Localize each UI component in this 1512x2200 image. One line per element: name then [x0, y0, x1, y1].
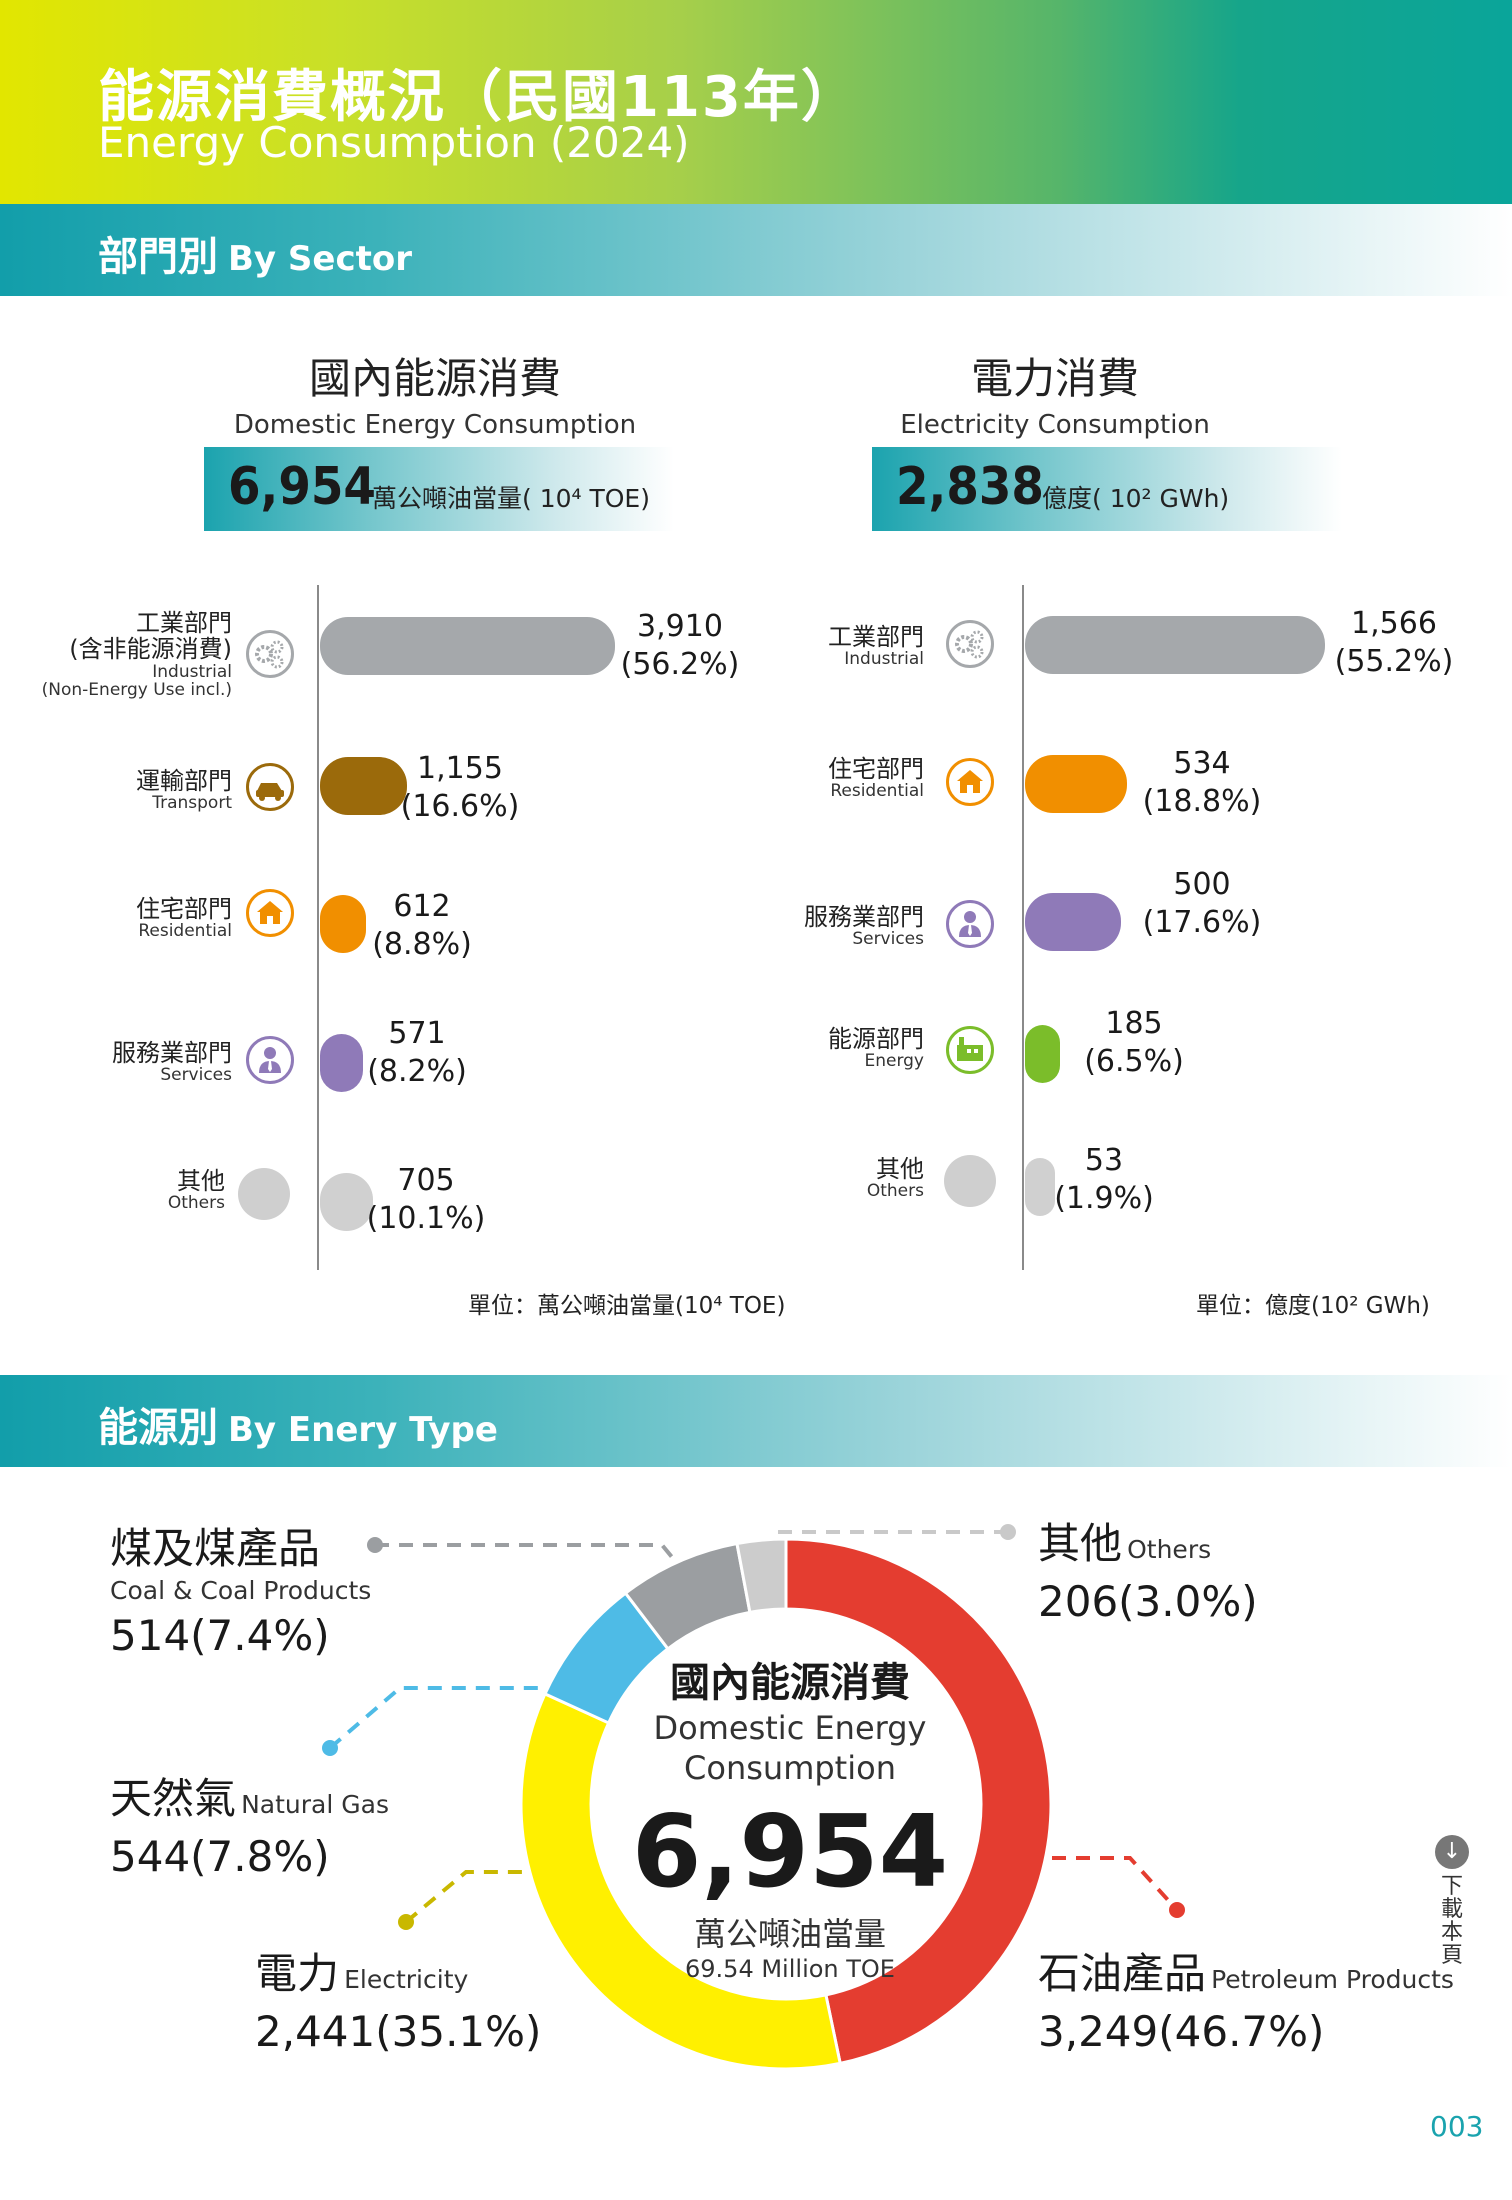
coal-leader [375, 1543, 678, 1564]
electricity-unit-note: 單位：億度(10² GWh) [1196, 1293, 1430, 1319]
car-icon [246, 763, 294, 811]
download-page-button[interactable]: ↓ 下載本頁 [1430, 1835, 1474, 1967]
domestic-unit-note: 單位：萬公噸油當量(10⁴ TOE) [468, 1293, 786, 1319]
domestic-value-others: 705 (10.1%) [366, 1163, 486, 1236]
section-header-sector: 部門別 By Sector [0, 204, 1512, 296]
electricity-title-block: 電力消費 Electricity Consumption [885, 345, 1225, 440]
house-icon [946, 758, 994, 806]
gears-icon [946, 620, 994, 668]
domestic-label-others: 其他 Others [167, 1167, 225, 1214]
electricity-bar-others [1025, 1158, 1055, 1216]
domestic-total-unit: 萬公噸油當量( 10⁴ TOE) [372, 484, 650, 513]
house-icon [246, 889, 294, 937]
domestic-total: 6,954 [228, 457, 376, 517]
domestic-bar-transport [320, 757, 408, 815]
domestic-bar-industrial [320, 617, 615, 675]
domestic-title: 國內能源消費 [308, 354, 561, 403]
electricity-value-industrial: 1,566 (55.2%) [1334, 606, 1454, 679]
electricity-label-services: 服務業部門 Services [804, 903, 924, 950]
label-coal: 煤及煤產品 Coal & Coal Products 514(7.4%) [110, 1524, 372, 1660]
domestic-total-box: 6,954 萬公噸油當量( 10⁴ TOE) [204, 447, 674, 531]
domestic-label-transport: 運輸部門 Transport [136, 767, 232, 814]
domestic-value-services: 571 (8.2%) [367, 1016, 467, 1089]
electricity-total-unit: 億度( 10² GWh) [1042, 484, 1230, 513]
label-others: 其他 Others 206(3.0%) [1038, 1519, 1258, 1626]
section-header-energy-type: 能源別 By Enery Type [0, 1375, 1512, 1467]
page-subtitle: Energy Consumption (2024) [98, 118, 690, 167]
electricity-bar-residential [1025, 755, 1128, 813]
section-title-en: By Enery Type [228, 1410, 498, 1450]
others-slice [735, 1537, 788, 1615]
label-petroleum: 石油產品 Petroleum Products 3,249(46.7%) [1038, 1949, 1454, 2056]
electricity-bar-energy [1025, 1025, 1061, 1083]
electricity-total: 2,838 [896, 457, 1044, 517]
person-icon [946, 900, 994, 948]
electricity-slice [519, 1691, 842, 2071]
electricity-label-residential: 住宅部門 Residential [828, 755, 924, 802]
gears-icon [246, 630, 294, 678]
energy-type-donut [322, 1524, 1185, 2071]
petroleum-leader [1052, 1856, 1179, 1912]
electricity-bar-services [1025, 893, 1121, 951]
electricity-title: 電力消費 [970, 354, 1139, 403]
factory-icon [946, 1026, 994, 1074]
domestic-label-services: 服務業部門 Services [112, 1039, 232, 1086]
page-number: 003 [1430, 2110, 1484, 2143]
electricity-dot [398, 1914, 414, 1930]
gas-dot [322, 1740, 338, 1756]
electricity-value-residential: 534 (18.8%) [1142, 746, 1262, 819]
domestic-subtitle: Domestic Energy Consumption [233, 410, 637, 440]
electricity-label-others: 其他 Others [866, 1155, 924, 1202]
domestic-label-residential: 住宅部門 Residential [136, 895, 232, 942]
electricity-subtitle: Electricity Consumption [900, 410, 1210, 440]
domestic-title-block: 國內能源消費 Domestic Energy Consumption [205, 345, 665, 440]
petroleum-dot [1169, 1902, 1185, 1918]
electricity-value-services: 500 (17.6%) [1142, 867, 1262, 940]
download-label[interactable]: 下載本頁 [1441, 1874, 1464, 1969]
section-title-zh: 能源別 [98, 1405, 218, 1451]
domestic-axis [317, 585, 319, 1270]
electricity-label-energy: 能源部門 Energy [828, 1025, 924, 1072]
electricity-value-others: 53 (1.9%) [1054, 1143, 1154, 1216]
domestic-label-industrial: 工業部門 (含非能源消費) Industrial (Non-Energy Use… [41, 609, 232, 701]
donut-center: 國內能源消費 Domestic Energy Consumption 6,954… [620, 1650, 960, 1983]
electricity-bar-industrial [1025, 616, 1325, 674]
gas-leader [328, 1686, 540, 1750]
page-header: 能源消費概況（民國113年） Energy Consumption (2024) [0, 0, 1512, 204]
donut-center-subtitle-2: Consumption [684, 1749, 896, 1787]
electricity-value-energy: 185 (6.5%) [1084, 1006, 1184, 1079]
section-title-zh: 部門別 [98, 234, 218, 280]
domestic-value-industrial: 3,910 (56.2%) [620, 609, 740, 682]
donut-center-unit: 萬公噸油當量 [693, 1915, 886, 1953]
circle-icon [944, 1155, 996, 1207]
electricity-axis [1022, 585, 1024, 1270]
section-title-en: By Sector [228, 239, 412, 279]
domestic-value-residential: 612 (8.8%) [372, 889, 472, 962]
electricity-leader [404, 1870, 525, 1924]
donut-center-subtitle-1: Domestic Energy [653, 1709, 927, 1747]
coal-dot [367, 1537, 383, 1553]
donut-center-title: 國內能源消費 [670, 1660, 910, 1706]
person-icon [246, 1036, 294, 1084]
download-icon[interactable]: ↓ [1435, 1835, 1469, 1869]
domestic-bar-residential [320, 895, 367, 953]
page-title: 能源消費概況（民國113年） [98, 65, 859, 130]
petroleum-slice [784, 1537, 1053, 2066]
label-electricity: 電力 Electricity 2,441(35.1%) [255, 1949, 542, 2056]
electricity-total-box: 2,838 億度( 10² GWh) [872, 447, 1342, 531]
others-dot [1000, 1524, 1016, 1540]
domestic-bar-services [320, 1034, 364, 1092]
domestic-value-transport: 1,155 (16.6%) [400, 751, 520, 824]
donut-center-unit-en: 69.54 Million TOE [685, 1955, 895, 1983]
electricity-label-industrial: 工業部門 Industrial [828, 623, 924, 670]
label-natural-gas: 天然氣 Natural Gas 544(7.8%) [110, 1774, 389, 1881]
circle-icon [238, 1168, 290, 1220]
domestic-bar-others [320, 1173, 374, 1231]
donut-center-value: 6,954 [631, 1793, 949, 1910]
